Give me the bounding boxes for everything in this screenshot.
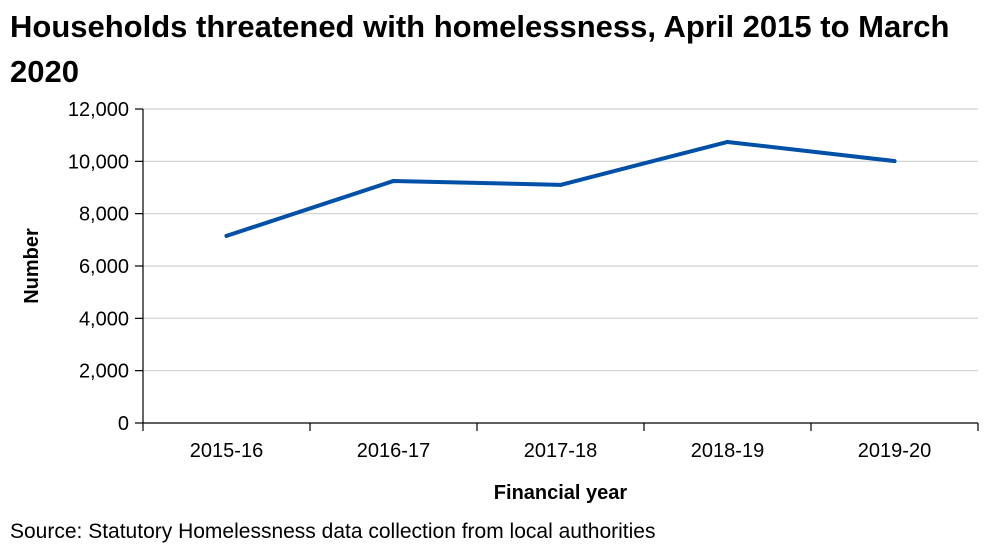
data-point [558, 182, 563, 187]
data-point [391, 178, 396, 183]
y-tick-label: 6,000 [79, 256, 129, 278]
data-point [725, 139, 730, 144]
data-point [892, 159, 897, 164]
x-tick-label: 2015-16 [190, 440, 263, 462]
y-tick-label: 10,000 [68, 151, 129, 173]
y-axis-title: Number [21, 228, 43, 304]
y-tick-label: 0 [118, 413, 129, 435]
x-tick-label: 2019-20 [858, 440, 931, 462]
x-tick-label: 2016-17 [357, 440, 430, 462]
data-point [224, 233, 229, 238]
x-axis-title: Financial year [494, 482, 628, 504]
x-tick-label: 2018-19 [691, 440, 764, 462]
y-tick-label: 4,000 [79, 308, 129, 330]
y-tick-label: 2,000 [79, 361, 129, 383]
x-tick-label: 2017-18 [524, 440, 597, 462]
chart-title: Households threatened with homelessness,… [10, 9, 950, 89]
y-tick-label: 8,000 [79, 204, 129, 226]
series-line [224, 139, 897, 238]
source-note: Source: Statutory Homelessness data coll… [10, 520, 656, 543]
y-tick-label: 12,000 [68, 99, 129, 121]
